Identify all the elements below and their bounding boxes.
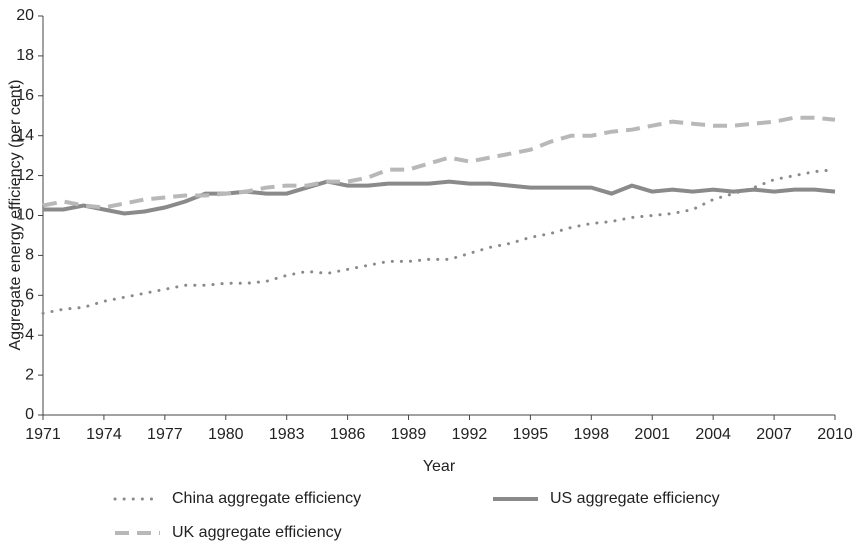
x-tick-label: 1971 (25, 426, 61, 443)
legend-label: China aggregate efficiency (172, 490, 361, 507)
x-tick-label: 1986 (330, 426, 366, 443)
x-tick-label: 1998 (574, 426, 610, 443)
x-axis-label: Year (423, 458, 456, 475)
x-tick-label: 1977 (147, 426, 183, 443)
series-line (42, 115, 836, 210)
x-tick-label: 2001 (634, 426, 670, 443)
x-tick-label: 1992 (452, 426, 488, 443)
legend-label: US aggregate efficiency (550, 490, 720, 507)
y-axis-label: Aggregate energy efficiency (per cent) (7, 80, 24, 351)
series-line (43, 179, 836, 216)
y-tick-label: 14 (16, 127, 34, 144)
x-tick-label: 1995 (513, 426, 549, 443)
x-tick-label: 2007 (756, 426, 792, 443)
y-tick-label: 16 (16, 87, 34, 104)
x-tick-label: 1989 (391, 426, 427, 443)
x-tick-label: 1974 (86, 426, 122, 443)
y-tick-label: 10 (16, 207, 34, 224)
x-tick-label: 1983 (269, 426, 305, 443)
y-tick-label: 8 (25, 247, 34, 264)
y-tick-label: 12 (16, 167, 34, 184)
x-tick-label: 1980 (208, 426, 244, 443)
y-tick-label: 4 (25, 326, 34, 343)
y-tick-label: 6 (25, 287, 34, 304)
y-tick-label: 18 (16, 47, 34, 64)
y-tick-label: 2 (25, 366, 34, 383)
y-tick-label: 0 (25, 406, 34, 423)
x-tick-label: 2010 (817, 426, 853, 443)
series-line (41, 168, 837, 315)
x-tick-label: 2004 (695, 426, 731, 443)
y-tick-label: 20 (16, 7, 34, 24)
legend-label: UK aggregate efficiency (172, 524, 342, 541)
